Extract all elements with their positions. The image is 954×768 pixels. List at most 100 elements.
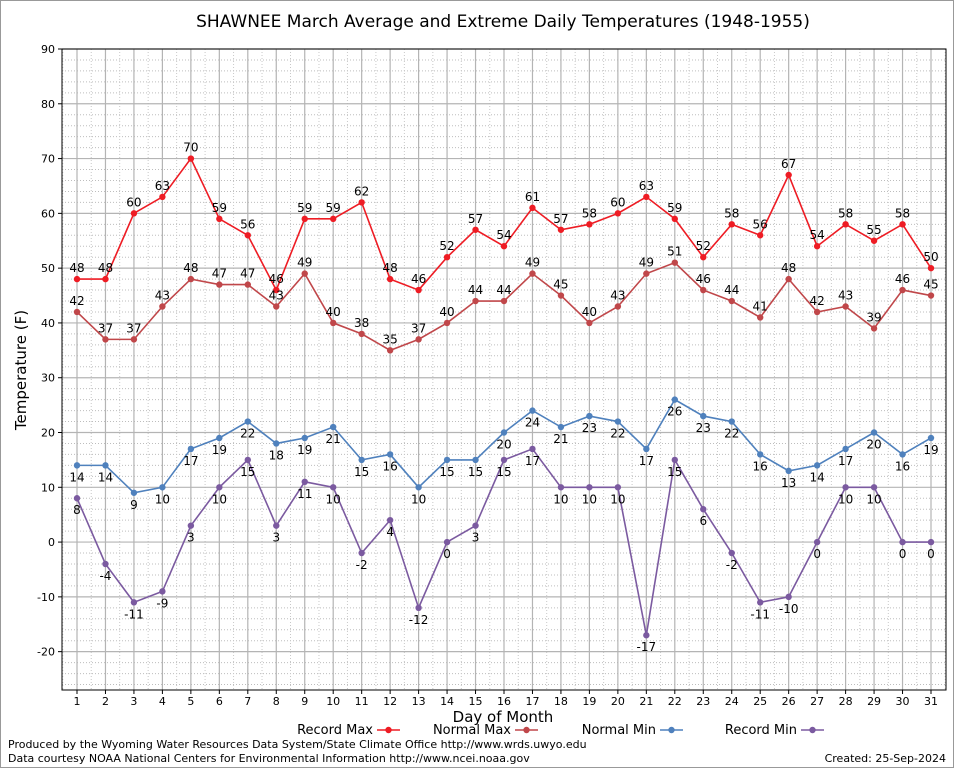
record-max-point	[529, 204, 536, 212]
record-max-point	[330, 215, 337, 223]
normal-max-point	[386, 347, 394, 354]
normal-max-point	[927, 292, 935, 299]
y-tick-label: 60	[41, 207, 55, 220]
record-max-data-label: 59	[326, 201, 341, 215]
legend: Record Max Normal Max Normal Min Record Min	[297, 723, 824, 738]
normal-min-point	[842, 445, 849, 453]
normal-min-point	[927, 434, 935, 442]
normal-min-data-label: 16	[382, 459, 397, 473]
x-tick-label: 28	[839, 695, 853, 708]
record-min-point	[330, 484, 337, 491]
normal-min-data-label: 14	[69, 470, 84, 484]
record-min-data-label: -11	[750, 607, 770, 621]
normal-max-data-label: 41	[753, 299, 768, 313]
x-tick-label: 8	[273, 695, 280, 708]
normal-min-data-label: 10	[155, 492, 170, 506]
y-tick-label: 20	[41, 427, 55, 440]
normal-max-data-label: 51	[667, 245, 682, 259]
record-min-point	[671, 456, 678, 464]
normal-max-point	[728, 297, 735, 305]
record-min-data-label: 8	[73, 503, 81, 517]
normal-min-point	[301, 434, 308, 442]
normal-max-point	[73, 308, 81, 316]
record-min-point	[870, 484, 878, 491]
x-tick-label: 20	[611, 695, 625, 708]
normal-min-point	[529, 407, 536, 414]
normal-max-data-label: 37	[411, 321, 426, 335]
normal-max-point	[472, 297, 479, 305]
normal-max-data-label: 46	[696, 272, 711, 286]
normal-min-point	[472, 456, 479, 464]
record-max-data-label: 59	[212, 201, 227, 215]
normal-min-data-label: 10	[411, 492, 426, 506]
normal-max-data-label: 47	[212, 267, 227, 281]
normal-min-point	[586, 412, 593, 420]
x-tick-label: 14	[440, 695, 454, 708]
normal-max-point	[671, 259, 678, 266]
record-min-data-label: 3	[187, 531, 195, 545]
record-max-data-label: 48	[98, 261, 113, 275]
record-min-data-label: 0	[813, 547, 821, 561]
record-max-point	[728, 221, 735, 228]
series-normal-max: 42 37 37 43 48 47 47 43 49 40 38 35 37 40 44 44 49 45 40 43…	[69, 245, 939, 354]
normal-max-point	[700, 286, 707, 294]
record-min-data-label: 10	[212, 492, 227, 506]
record-min-data-label: 15	[240, 465, 255, 479]
normal-min-point	[358, 456, 365, 464]
normal-min-data-label: 19	[297, 443, 312, 457]
record-max-data-label: 48	[69, 261, 84, 275]
y-tick-label: -10	[37, 591, 55, 604]
normal-max-point	[187, 275, 195, 283]
normal-min-data-label: 26	[667, 405, 682, 419]
record-max-point	[700, 253, 707, 261]
record-max-data-label: 46	[411, 272, 426, 286]
series-record-max: 48 48 60 63 70 59 56 46 59 59 62 48 46 52 57 54 61 57 58 60…	[69, 141, 939, 294]
record-min-point	[529, 445, 536, 453]
normal-max-data-label: 45	[553, 278, 568, 292]
normal-max-point	[557, 292, 565, 299]
normal-max-data-label: 46	[895, 272, 910, 286]
grid	[62, 48, 946, 690]
record-min-data-label: 3	[272, 531, 280, 545]
record-max-point	[785, 171, 792, 179]
record-max-data-label: 59	[297, 201, 312, 215]
record-max-point	[102, 275, 109, 283]
normal-min-data-label: 13	[781, 476, 796, 490]
x-tick-label: 12	[383, 695, 397, 708]
x-tick-label: 13	[412, 695, 426, 708]
x-axis-ticks: 1 2 3 4 5 6 7 8 9 10 11 12 13 14 15 16 17 18 19 20 21 22 23 24 2…	[74, 690, 938, 708]
x-tick-label: 23	[696, 695, 710, 708]
normal-max-point	[842, 303, 849, 310]
y-tick-label: 90	[41, 43, 55, 56]
normal-max-data-label: 43	[610, 288, 625, 302]
record-max-data-label: 50	[923, 250, 938, 264]
legend-item-record-max: Record Max	[297, 723, 400, 738]
normal-min-data-label: 24	[525, 416, 540, 430]
x-tick-label: 11	[355, 695, 369, 708]
record-min-data-label: 3	[472, 531, 480, 545]
record-max-point	[870, 237, 878, 244]
record-max-point	[643, 193, 650, 201]
normal-min-data-label: 19	[212, 443, 227, 457]
normal-min-data-label: 21	[553, 432, 568, 446]
normal-min-point	[899, 451, 906, 458]
legend-swatch-marker	[385, 726, 392, 734]
x-tick-label: 5	[187, 695, 194, 708]
normal-min-point	[244, 418, 251, 425]
normal-min-data-label: 17	[838, 454, 853, 468]
record-max-data-label: 58	[724, 206, 739, 220]
legend-label: Record Min	[725, 723, 797, 738]
legend-label: Normal Max	[433, 723, 511, 738]
record-min-point	[785, 593, 792, 601]
record-max-point	[159, 193, 166, 201]
legend-item-normal-max: Normal Max	[433, 723, 538, 738]
record-min-data-label: 6	[699, 514, 707, 528]
record-max-data-label: 61	[525, 190, 540, 204]
normal-min-point	[273, 440, 280, 447]
normal-max-point	[643, 270, 650, 277]
normal-min-data-label: 15	[439, 465, 454, 479]
x-tick-label: 2	[102, 695, 109, 708]
record-max-point	[927, 264, 935, 272]
